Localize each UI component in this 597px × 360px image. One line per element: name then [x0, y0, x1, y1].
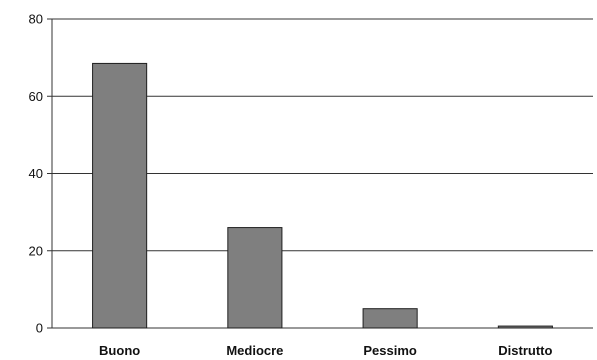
bar-mediocre	[227, 227, 283, 329]
bar-buono	[92, 62, 148, 329]
y-tick-label: 80	[29, 12, 43, 27]
x-tick-label: Distrutto	[498, 343, 552, 358]
bar-distrutto	[497, 325, 553, 329]
y-tick-label: 60	[29, 89, 43, 104]
x-tick-label: Mediocre	[226, 343, 283, 358]
bar-pessimo	[362, 308, 418, 329]
bars	[92, 62, 553, 329]
x-tick-label: Pessimo	[363, 343, 417, 358]
x-tick-label: Buono	[99, 343, 140, 358]
labels: 0 20 40 60 80 Buono Mediocre Pessimo Distrutto	[29, 12, 553, 359]
y-tick-label: 40	[29, 166, 43, 181]
y-tick-label: 0	[36, 321, 43, 336]
y-tick-label: 20	[29, 243, 43, 258]
